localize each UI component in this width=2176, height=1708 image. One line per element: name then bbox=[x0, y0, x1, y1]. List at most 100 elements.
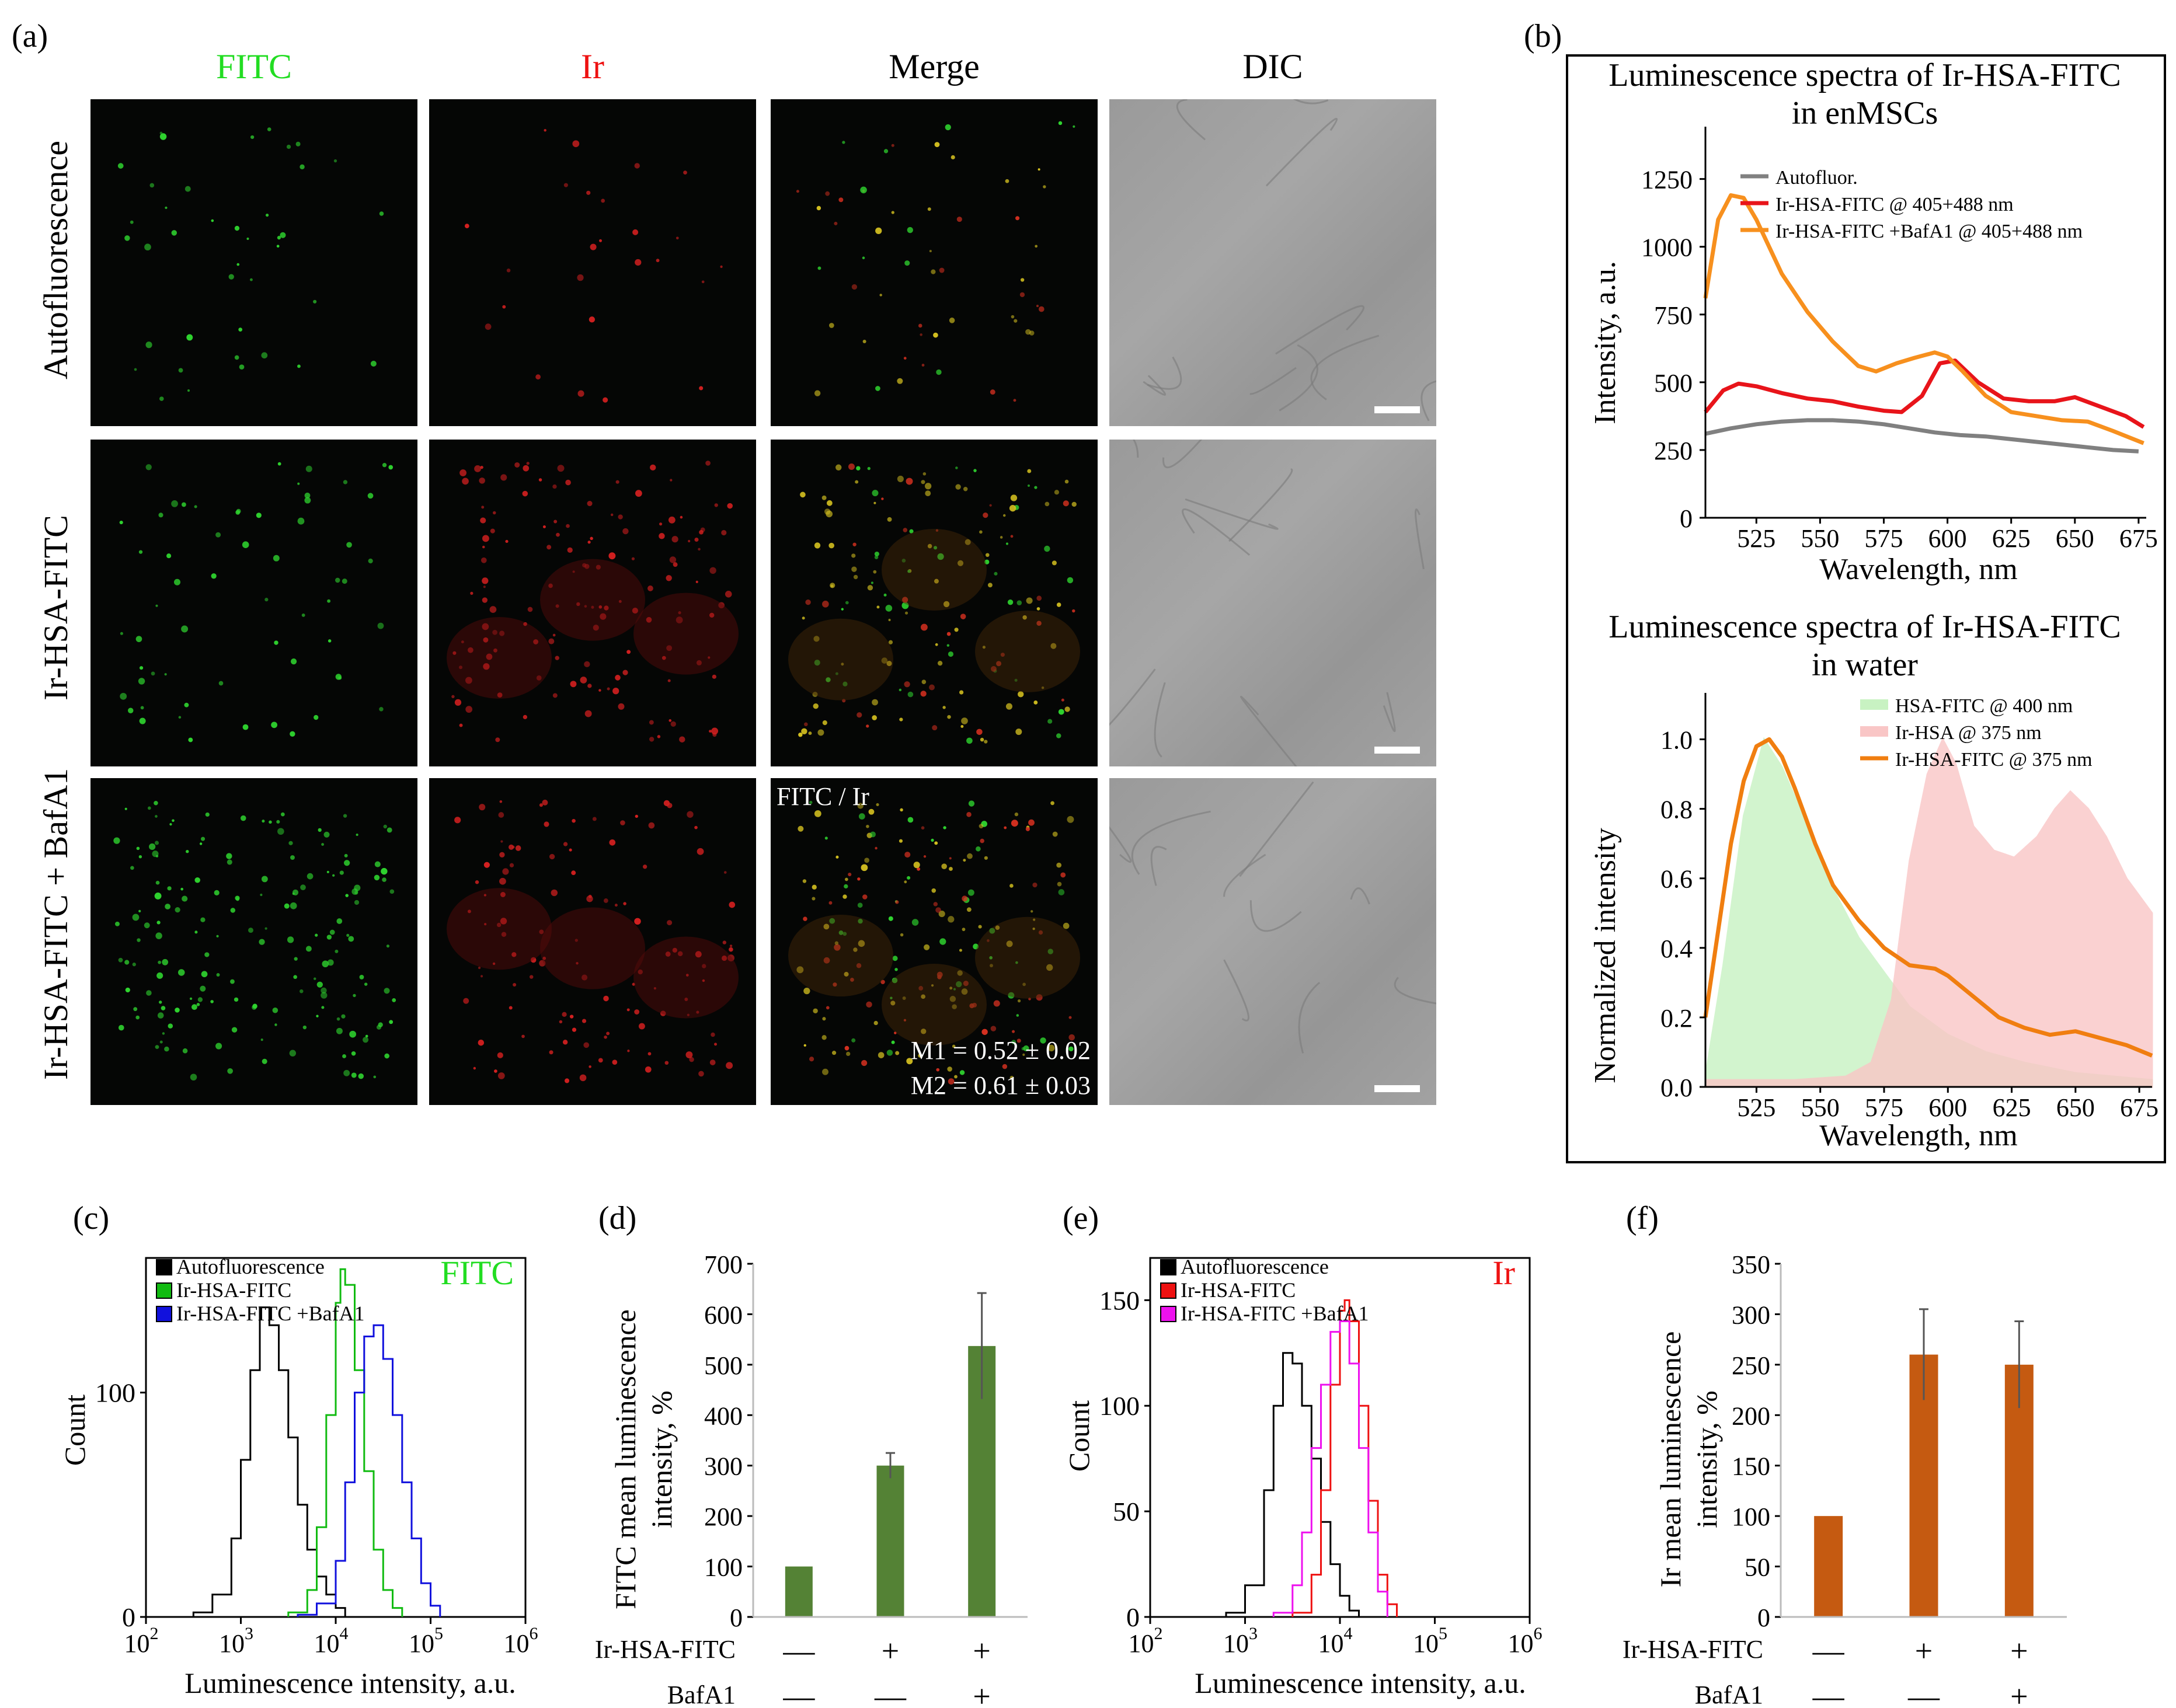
cell-dot bbox=[856, 963, 862, 968]
cell-dot bbox=[729, 947, 733, 952]
cell-dot bbox=[845, 877, 848, 881]
x-tick-exponent: 6 bbox=[530, 1624, 538, 1643]
y-tick-label-0: 0 bbox=[730, 1604, 743, 1632]
cell-dot bbox=[826, 1006, 830, 1010]
cell-dot bbox=[635, 259, 642, 266]
cell-dot bbox=[1006, 940, 1013, 947]
cell-dot bbox=[478, 966, 481, 970]
cell-dot bbox=[598, 689, 601, 692]
x-tick-label-5: 650 bbox=[2056, 1093, 2095, 1122]
cell-dot bbox=[262, 820, 265, 823]
cell-dot bbox=[635, 814, 639, 818]
cell-dot bbox=[342, 1054, 346, 1058]
cell-dot bbox=[903, 528, 908, 532]
cell-dot bbox=[920, 691, 927, 697]
cell-dot bbox=[949, 867, 953, 871]
fluorescence-image-r1-c3 bbox=[771, 99, 1098, 426]
cell-dot bbox=[327, 959, 334, 966]
cell-dot bbox=[373, 1075, 377, 1079]
cell-dot bbox=[496, 922, 502, 928]
cell-dot bbox=[239, 364, 245, 370]
cell-dot bbox=[803, 988, 810, 995]
cell-dot bbox=[329, 929, 335, 935]
x-tick-label-4: 106 bbox=[504, 1624, 538, 1658]
cell-dot bbox=[273, 555, 280, 562]
cell-dot bbox=[664, 1061, 669, 1065]
cell-dot bbox=[875, 386, 880, 391]
y-tick-label-0: 0 bbox=[1126, 1602, 1140, 1632]
bar-fitc-chart: FITC mean luminescence intensity, % 0 100… bbox=[595, 1250, 1028, 1708]
fluorescence-image-r3-c1 bbox=[90, 778, 417, 1105]
cell-dot bbox=[297, 482, 300, 485]
cell-dot bbox=[948, 651, 954, 657]
x-tick-exponent: 2 bbox=[1154, 1624, 1163, 1643]
cell-dot bbox=[1032, 882, 1037, 888]
cell-dot bbox=[666, 645, 673, 651]
cell-dot bbox=[1038, 930, 1043, 935]
cell-dot bbox=[194, 505, 197, 508]
cell-dot bbox=[600, 613, 607, 620]
cell-dot bbox=[822, 1017, 826, 1021]
panel-b-frame bbox=[1566, 54, 2166, 1163]
cell-dot bbox=[1025, 329, 1031, 335]
cell-dot bbox=[497, 1072, 505, 1079]
spectra-water-chart: Luminescence spectra of Ir-HSA-FITC in w… bbox=[1589, 609, 2158, 1152]
cell-dot bbox=[246, 238, 249, 240]
cell-outline bbox=[1176, 99, 1206, 141]
legend-label-1: Ir-HSA-FITC @ 405+488 nm bbox=[1775, 194, 2014, 215]
cell-dot bbox=[949, 857, 952, 860]
cell-dot bbox=[482, 545, 485, 549]
cell-dot bbox=[952, 1004, 957, 1009]
cell-dot bbox=[382, 877, 387, 882]
row-title-ir-hsa-fitc-bafa1: Ir-HSA-FITC + BafA1 bbox=[37, 768, 75, 1080]
cell-dot bbox=[835, 855, 839, 859]
cell-dot bbox=[701, 280, 705, 284]
cell-dot bbox=[277, 828, 284, 835]
cell-dot bbox=[132, 914, 140, 921]
cell-dot bbox=[552, 484, 557, 489]
y-tick-label-2: 500 bbox=[1654, 369, 1693, 398]
cell-dot bbox=[1068, 1016, 1072, 1019]
cell-dot bbox=[727, 503, 733, 509]
cell-body bbox=[882, 529, 987, 611]
cell-dot bbox=[486, 653, 493, 660]
y-tick-label-0: 0 bbox=[1757, 1604, 1770, 1632]
cell-dot bbox=[990, 964, 993, 968]
cell-dot bbox=[500, 892, 506, 897]
cell-dot bbox=[670, 721, 676, 727]
cell-dot bbox=[829, 918, 835, 924]
x-tick-exponent: 2 bbox=[150, 1624, 159, 1643]
cell-dot bbox=[379, 707, 384, 712]
cell-dot bbox=[374, 861, 381, 867]
cell-dot bbox=[996, 661, 1002, 667]
cell-dot bbox=[171, 500, 178, 507]
cell-dot bbox=[164, 673, 167, 676]
cell-dot bbox=[353, 994, 356, 998]
cell-dot bbox=[182, 1048, 188, 1054]
cell-dot bbox=[921, 364, 925, 367]
cell-dot bbox=[354, 891, 358, 895]
cell-outline bbox=[1223, 959, 1249, 1022]
cell-dot bbox=[577, 390, 584, 397]
cell-dot bbox=[484, 923, 487, 926]
cell-dot bbox=[890, 996, 893, 999]
cell-dot bbox=[1072, 609, 1075, 613]
cell-dot bbox=[230, 908, 236, 913]
cell-dot bbox=[1056, 602, 1061, 607]
cell-dot bbox=[1057, 881, 1062, 887]
cell-dot bbox=[523, 714, 528, 720]
cell-dot bbox=[932, 725, 938, 731]
scale-bar bbox=[1374, 1085, 1420, 1092]
cell-dot bbox=[346, 933, 350, 937]
cell-dot bbox=[826, 510, 833, 518]
condition-sign-1-0: — bbox=[782, 1679, 815, 1708]
cell-dot bbox=[249, 278, 253, 281]
y-tick-label-3: 150 bbox=[1732, 1452, 1770, 1481]
cell-dot bbox=[276, 820, 280, 824]
cell-dot bbox=[345, 894, 349, 897]
cell-dot bbox=[844, 884, 848, 889]
cell-dot bbox=[304, 497, 311, 504]
cell-dot bbox=[808, 731, 812, 736]
cell-dot bbox=[842, 932, 847, 936]
cell-dot bbox=[138, 550, 143, 554]
